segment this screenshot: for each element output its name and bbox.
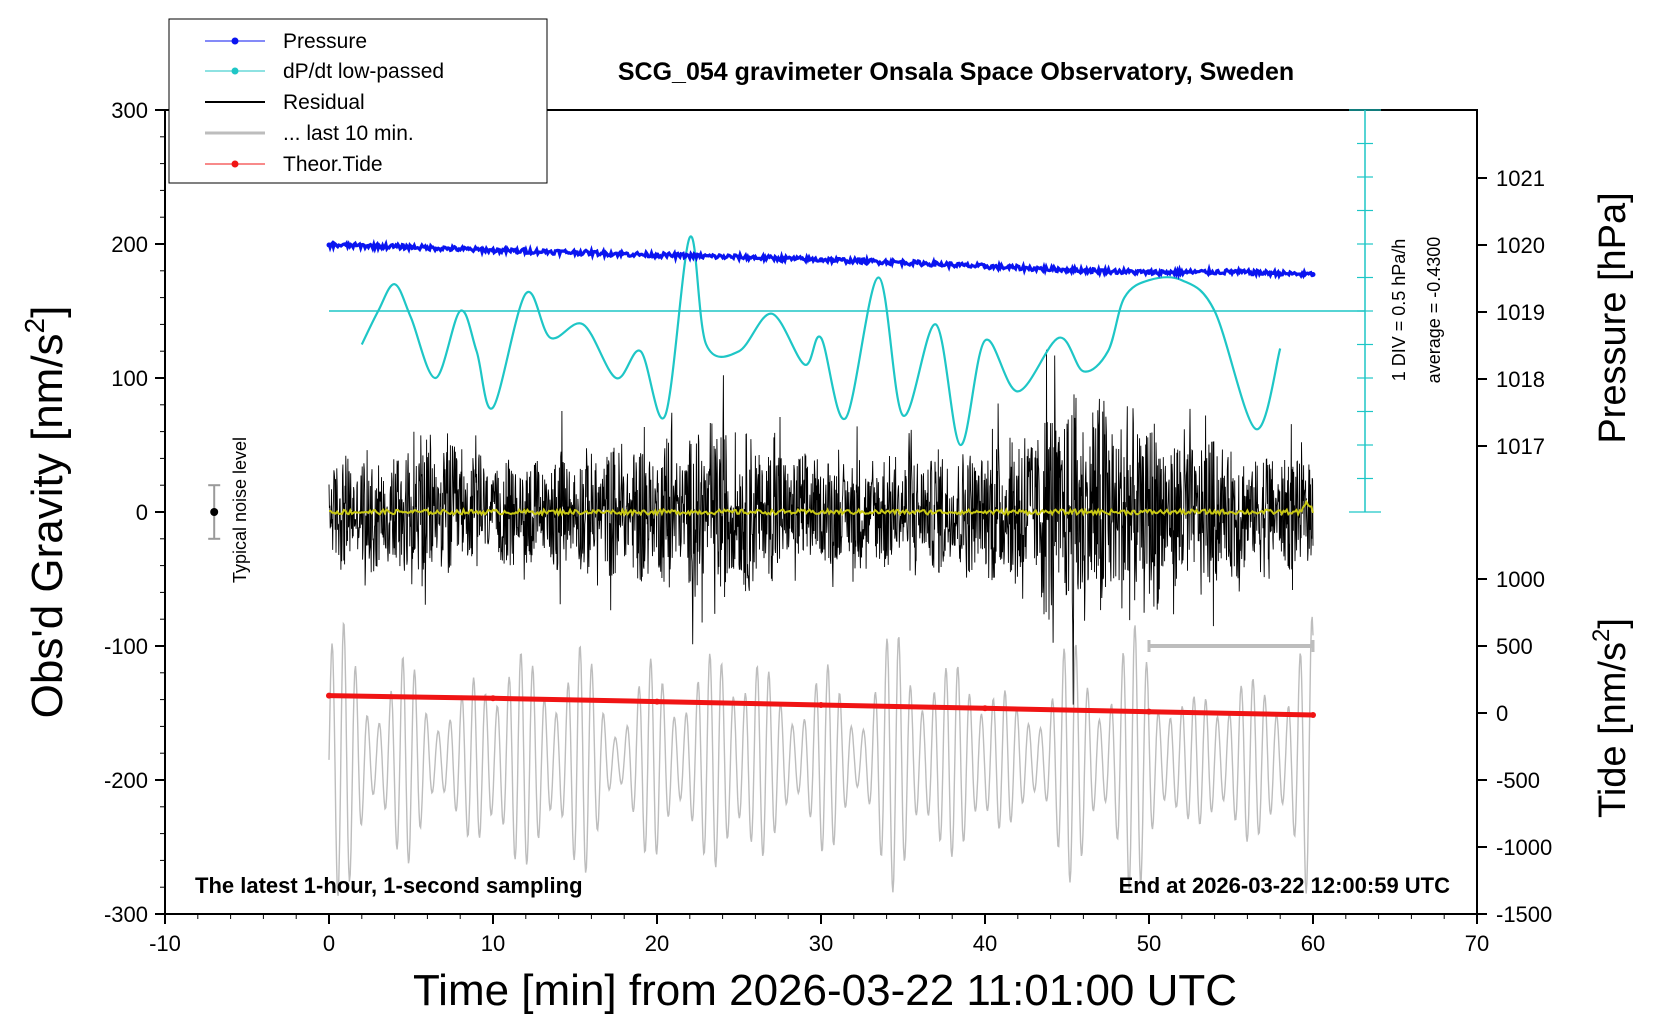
x-tick-label-4: 30 <box>809 931 833 956</box>
x-tick-label-8: 70 <box>1465 931 1489 956</box>
last10-series <box>328 616 1314 896</box>
tide-axis-label: Tide [nm/s2] <box>1588 618 1634 818</box>
pressure-point <box>900 259 906 265</box>
x-tick-label-7: 60 <box>1301 931 1325 956</box>
pressure-tick-label-2: 1019 <box>1496 300 1545 325</box>
div-scale-label: 1 DIV = 0.5 hPa/h <box>1389 239 1409 382</box>
pressure-tick-label-4: 1017 <box>1496 434 1545 459</box>
tide-point <box>982 705 988 712</box>
chart-title: SCG_054 gravimeter Onsala Space Observat… <box>618 58 1294 86</box>
tide-tick-label-2: 0 <box>1496 701 1508 726</box>
y-tick-label-1: 200 <box>111 232 148 257</box>
annotation-marks <box>208 109 1381 652</box>
pressure-point <box>1228 269 1234 275</box>
pressure-tick-label-0: 1021 <box>1496 166 1545 191</box>
pressure-point <box>326 242 332 248</box>
legend-label-dpdt: dP/dt low-passed <box>283 60 444 83</box>
x-tick-label-0: -10 <box>149 931 181 956</box>
pressure-tick-label-1: 1020 <box>1496 233 1545 258</box>
tide-point <box>818 701 824 708</box>
tide-tick-label-3: -500 <box>1496 768 1540 793</box>
pressure-point <box>736 254 742 260</box>
pressure-series <box>326 238 1316 281</box>
pressure-tick-label-3: 1018 <box>1496 367 1545 392</box>
x-tick-label-6: 50 <box>1137 931 1161 956</box>
x-tick-label-2: 10 <box>481 931 505 956</box>
residual-series <box>328 349 1314 705</box>
tide-point <box>654 698 660 705</box>
pressure-point <box>1064 267 1070 273</box>
residual-smooth-line <box>329 499 1314 517</box>
legend-dot-tide <box>231 160 239 168</box>
pressure-point <box>408 244 414 250</box>
y-tick-label-4: -100 <box>104 634 148 659</box>
tide-tick-label-5: -1500 <box>1496 902 1552 927</box>
tide-tick-label-4: -1000 <box>1496 835 1552 860</box>
pressure-point <box>654 252 660 258</box>
x-tick-label-1: 0 <box>323 931 335 956</box>
pressure-point <box>572 249 578 255</box>
pressure-point <box>818 257 824 263</box>
legend: Pressure dP/dt low-passed Residual ... l… <box>168 18 548 184</box>
end-time-note: End at 2026-03-22 12:00:59 UTC <box>1119 873 1450 898</box>
axis-ticks: -10 0 10 20 30 40 50 60 703002001000-100-200-300… <box>104 98 1552 956</box>
tide-tick-label-0: 1000 <box>1496 567 1545 592</box>
dpdt-line <box>360 235 1282 447</box>
legend-dot-dpdt <box>231 67 239 75</box>
legend-label-residual: Residual <box>283 91 365 114</box>
y-tick-label-6: -300 <box>104 902 148 927</box>
legend-label-last10: ... last 10 min. <box>283 122 414 145</box>
dpdt-series <box>329 235 1365 447</box>
tide-tick-label-1: 500 <box>1496 634 1533 659</box>
pressure-point <box>1310 271 1316 277</box>
y-tick-label-2: 100 <box>111 366 148 391</box>
sampling-note: The latest 1-hour, 1-second sampling <box>195 873 583 898</box>
y-tick-label-5: -200 <box>104 768 148 793</box>
pressure-point <box>1146 269 1152 275</box>
legend-dot-pressure <box>231 37 239 45</box>
average-label: average = -0.4300 <box>1424 237 1444 384</box>
residual-line <box>328 349 1314 705</box>
legend-label-pressure: Pressure <box>283 30 367 53</box>
noise-level-label: Typical noise level <box>230 437 250 583</box>
legend-label-tide: Theor.Tide <box>283 153 383 176</box>
pressure-point <box>982 263 988 269</box>
residual-smooth-series <box>329 499 1314 517</box>
x-tick-label-3: 20 <box>645 931 669 956</box>
y-tick-label-0: 300 <box>111 98 148 123</box>
x-tick-label-5: 40 <box>973 931 997 956</box>
y-axis-label: Obs'd Gravity [nm/s2] <box>19 306 72 719</box>
pressure-axis-label: Pressure [hPa] <box>1592 192 1634 443</box>
last10-line <box>328 616 1314 896</box>
tide-point <box>1146 708 1152 715</box>
tide-point <box>326 692 332 699</box>
tide-axis-label-sup: 2 <box>1588 629 1615 642</box>
y-axis-label-sup: 2 <box>19 318 50 334</box>
noise-bar-center <box>210 508 219 516</box>
tide-point <box>1310 712 1316 719</box>
tide-series <box>326 692 1316 719</box>
pressure-point <box>490 247 496 253</box>
y-tick-label-3: 0 <box>136 500 148 525</box>
tide-point <box>490 695 496 702</box>
x-axis-label: Time [min] from 2026-03-22 11:01:00 UTC <box>413 966 1237 1015</box>
